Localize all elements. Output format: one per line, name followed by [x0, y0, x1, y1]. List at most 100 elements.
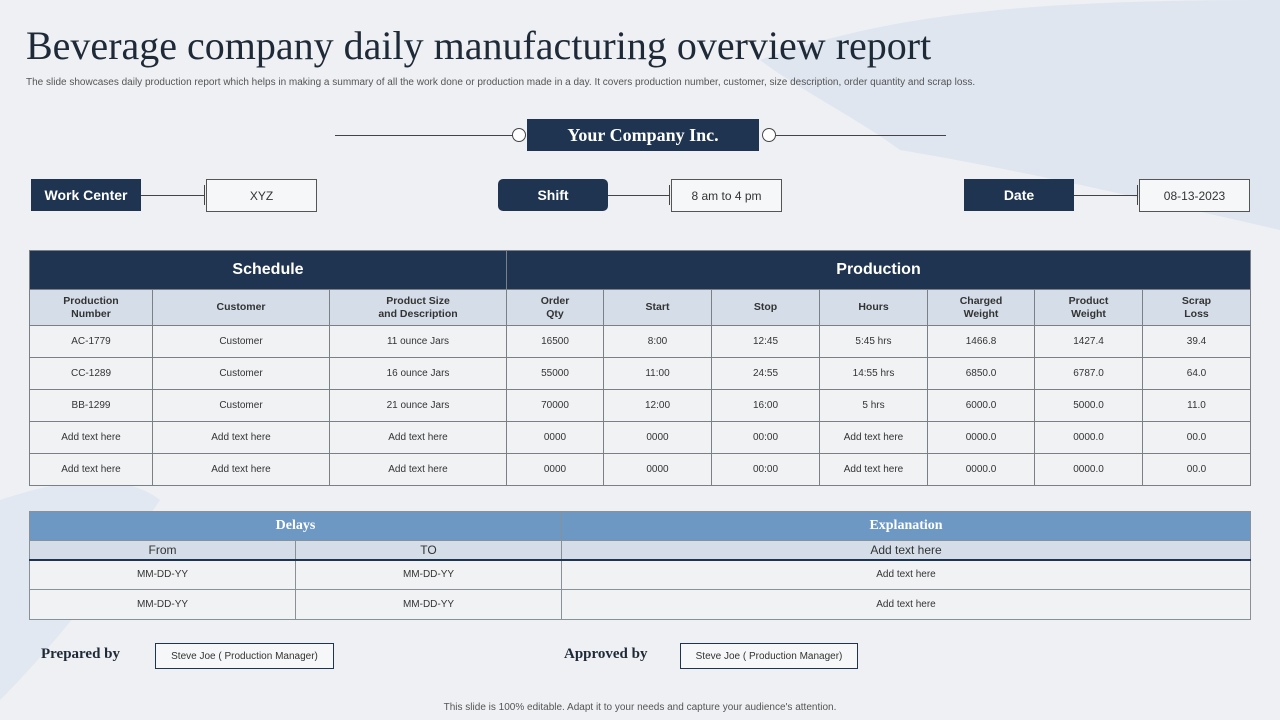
table-row: BB-1299 Customer 21 ounce Jars 70000 12:00 16… — [29, 389, 1252, 422]
page-title: Beverage company daily manufacturing ove… — [26, 23, 932, 68]
table-cell[interactable]: 70000 — [506, 389, 604, 422]
table-cell[interactable]: 16 ounce Jars — [329, 357, 507, 390]
production-group-header: Production — [505, 250, 1252, 290]
delays-table: Delays Explanation From TO Add text here M… — [28, 511, 1252, 620]
table-cell[interactable]: Add text here — [152, 453, 330, 486]
table-cell[interactable]: 00.0 — [1141, 453, 1252, 486]
column-header: Stop — [711, 289, 820, 326]
table-cell[interactable]: Add text here — [29, 453, 153, 486]
table-cell[interactable]: 12:00 — [603, 389, 712, 422]
explanation-group-header: Explanation — [561, 511, 1252, 541]
prepared-by-label: Prepared by — [41, 646, 121, 662]
table-cell[interactable]: Add text here — [329, 453, 507, 486]
table-cell[interactable]: 24:55 — [711, 357, 820, 390]
table-cell[interactable]: 55000 — [506, 357, 604, 390]
company-name: Your Company Inc. — [527, 119, 759, 151]
delay-column-header: From — [29, 540, 296, 561]
prepared-by-value[interactable]: Steve Joe ( Production Manager) — [155, 643, 334, 669]
table-cell[interactable]: 14:55 hrs — [819, 357, 928, 390]
table-cell[interactable]: BB-1299 — [29, 389, 153, 422]
footer-note: This slide is 100% editable. Adapt it to… — [443, 702, 837, 713]
table-cell[interactable]: 21 ounce Jars — [329, 389, 507, 422]
table-cell[interactable]: Add text here — [29, 421, 153, 454]
table-cell[interactable]: 6787.0 — [1034, 357, 1143, 390]
table-cell[interactable]: 12:45 — [711, 325, 820, 358]
table-cell[interactable]: 11.0 — [1141, 389, 1252, 422]
table-cell[interactable]: 5:45 hrs — [819, 325, 928, 358]
shift-value[interactable]: 8 am to 4 pm — [671, 179, 782, 212]
table-cell[interactable]: 1466.8 — [927, 325, 1035, 358]
table-cell[interactable]: 64.0 — [1141, 357, 1252, 390]
column-header: Hours — [819, 289, 928, 326]
table-cell[interactable]: 0000 — [603, 453, 712, 486]
table-cell[interactable]: 5000.0 — [1034, 389, 1143, 422]
table-cell[interactable]: 39.4 — [1141, 325, 1252, 358]
table-cell[interactable]: 0000 — [603, 421, 712, 454]
work-center-value[interactable]: XYZ — [206, 179, 317, 212]
table-row: AC-1779 Customer 11 ounce Jars 16500 8:00 12:… — [29, 325, 1252, 358]
shift-label: Shift — [498, 179, 608, 211]
table-cell[interactable]: 11 ounce Jars — [329, 325, 507, 358]
table-cell[interactable]: 00:00 — [711, 453, 820, 486]
delay-cell[interactable]: MM-DD-YY — [294, 589, 563, 620]
work-center-tick — [204, 185, 205, 205]
table-cell[interactable]: Add text here — [819, 453, 928, 486]
delay-cell[interactable]: MM-DD-YY — [29, 559, 296, 590]
column-header: Product Weight — [1034, 289, 1143, 326]
delay-cell[interactable]: MM-DD-YY — [29, 589, 296, 620]
table-cell[interactable]: 0000.0 — [927, 421, 1035, 454]
page-subtitle: The slide showcases daily production rep… — [26, 77, 976, 88]
delay-row: MM-DD-YY MM-DD-YY Add text here — [29, 589, 1252, 620]
table-cell[interactable]: 0000.0 — [1034, 453, 1143, 486]
approved-by-label: Approved by — [564, 646, 648, 662]
table-cell[interactable]: 8:00 — [603, 325, 712, 358]
table-cell[interactable]: 6000.0 — [927, 389, 1035, 422]
table-cell[interactable]: 0000 — [506, 421, 604, 454]
column-header: Scrap Loss — [1141, 289, 1252, 326]
table-cell[interactable]: 0000.0 — [1034, 421, 1143, 454]
column-header: Charged Weight — [927, 289, 1035, 326]
table-row: Add text here Add text here Add text here 0… — [29, 421, 1252, 454]
table-cell[interactable]: Customer — [152, 357, 330, 390]
table-cell[interactable]: 11:00 — [603, 357, 712, 390]
company-dot-left — [512, 128, 526, 142]
table-cell[interactable]: 0000 — [506, 453, 604, 486]
table-cell[interactable]: Customer — [152, 389, 330, 422]
date-value[interactable]: 08-13-2023 — [1139, 179, 1250, 212]
table-cell[interactable]: 16500 — [506, 325, 604, 358]
table-cell[interactable]: 0000.0 — [927, 453, 1035, 486]
table-cell[interactable]: Add text here — [819, 421, 928, 454]
delay-column-header: TO — [294, 540, 563, 561]
delays-group-header: Delays — [28, 511, 563, 541]
column-header: Order Qty — [506, 289, 604, 326]
table-cell[interactable]: AC-1779 — [29, 325, 153, 358]
delay-column-header: Add text here — [561, 540, 1252, 561]
company-dot-right — [762, 128, 776, 142]
table-cell[interactable]: 6850.0 — [927, 357, 1035, 390]
delay-cell[interactable]: Add text here — [561, 559, 1252, 590]
column-header: Production Number — [29, 289, 153, 326]
shift-tick — [669, 185, 670, 205]
table-cell[interactable]: Customer — [152, 325, 330, 358]
delay-row: MM-DD-YY MM-DD-YY Add text here — [29, 559, 1252, 590]
delay-cell[interactable]: MM-DD-YY — [294, 559, 563, 590]
table-cell[interactable]: 1427.4 — [1034, 325, 1143, 358]
table-cell[interactable]: 00:00 — [711, 421, 820, 454]
table-cell[interactable]: 00.0 — [1141, 421, 1252, 454]
work-center-connector — [141, 195, 205, 196]
shift-connector — [608, 195, 670, 196]
approved-by-value[interactable]: Steve Joe ( Production Manager) — [680, 643, 858, 669]
date-connector — [1074, 195, 1138, 196]
date-tick — [1137, 185, 1138, 205]
company-line-right — [776, 135, 946, 136]
table-cell[interactable]: Add text here — [329, 421, 507, 454]
delay-cell[interactable]: Add text here — [561, 589, 1252, 620]
column-header: Start — [603, 289, 712, 326]
table-cell[interactable]: CC-1289 — [29, 357, 153, 390]
table-cell[interactable]: 16:00 — [711, 389, 820, 422]
production-table: Schedule Production Production Number Cus… — [29, 250, 1252, 486]
table-cell[interactable]: 5 hrs — [819, 389, 928, 422]
table-row: CC-1289 Customer 16 ounce Jars 55000 11:00 24… — [29, 357, 1252, 390]
schedule-group-header: Schedule — [29, 250, 507, 290]
table-cell[interactable]: Add text here — [152, 421, 330, 454]
